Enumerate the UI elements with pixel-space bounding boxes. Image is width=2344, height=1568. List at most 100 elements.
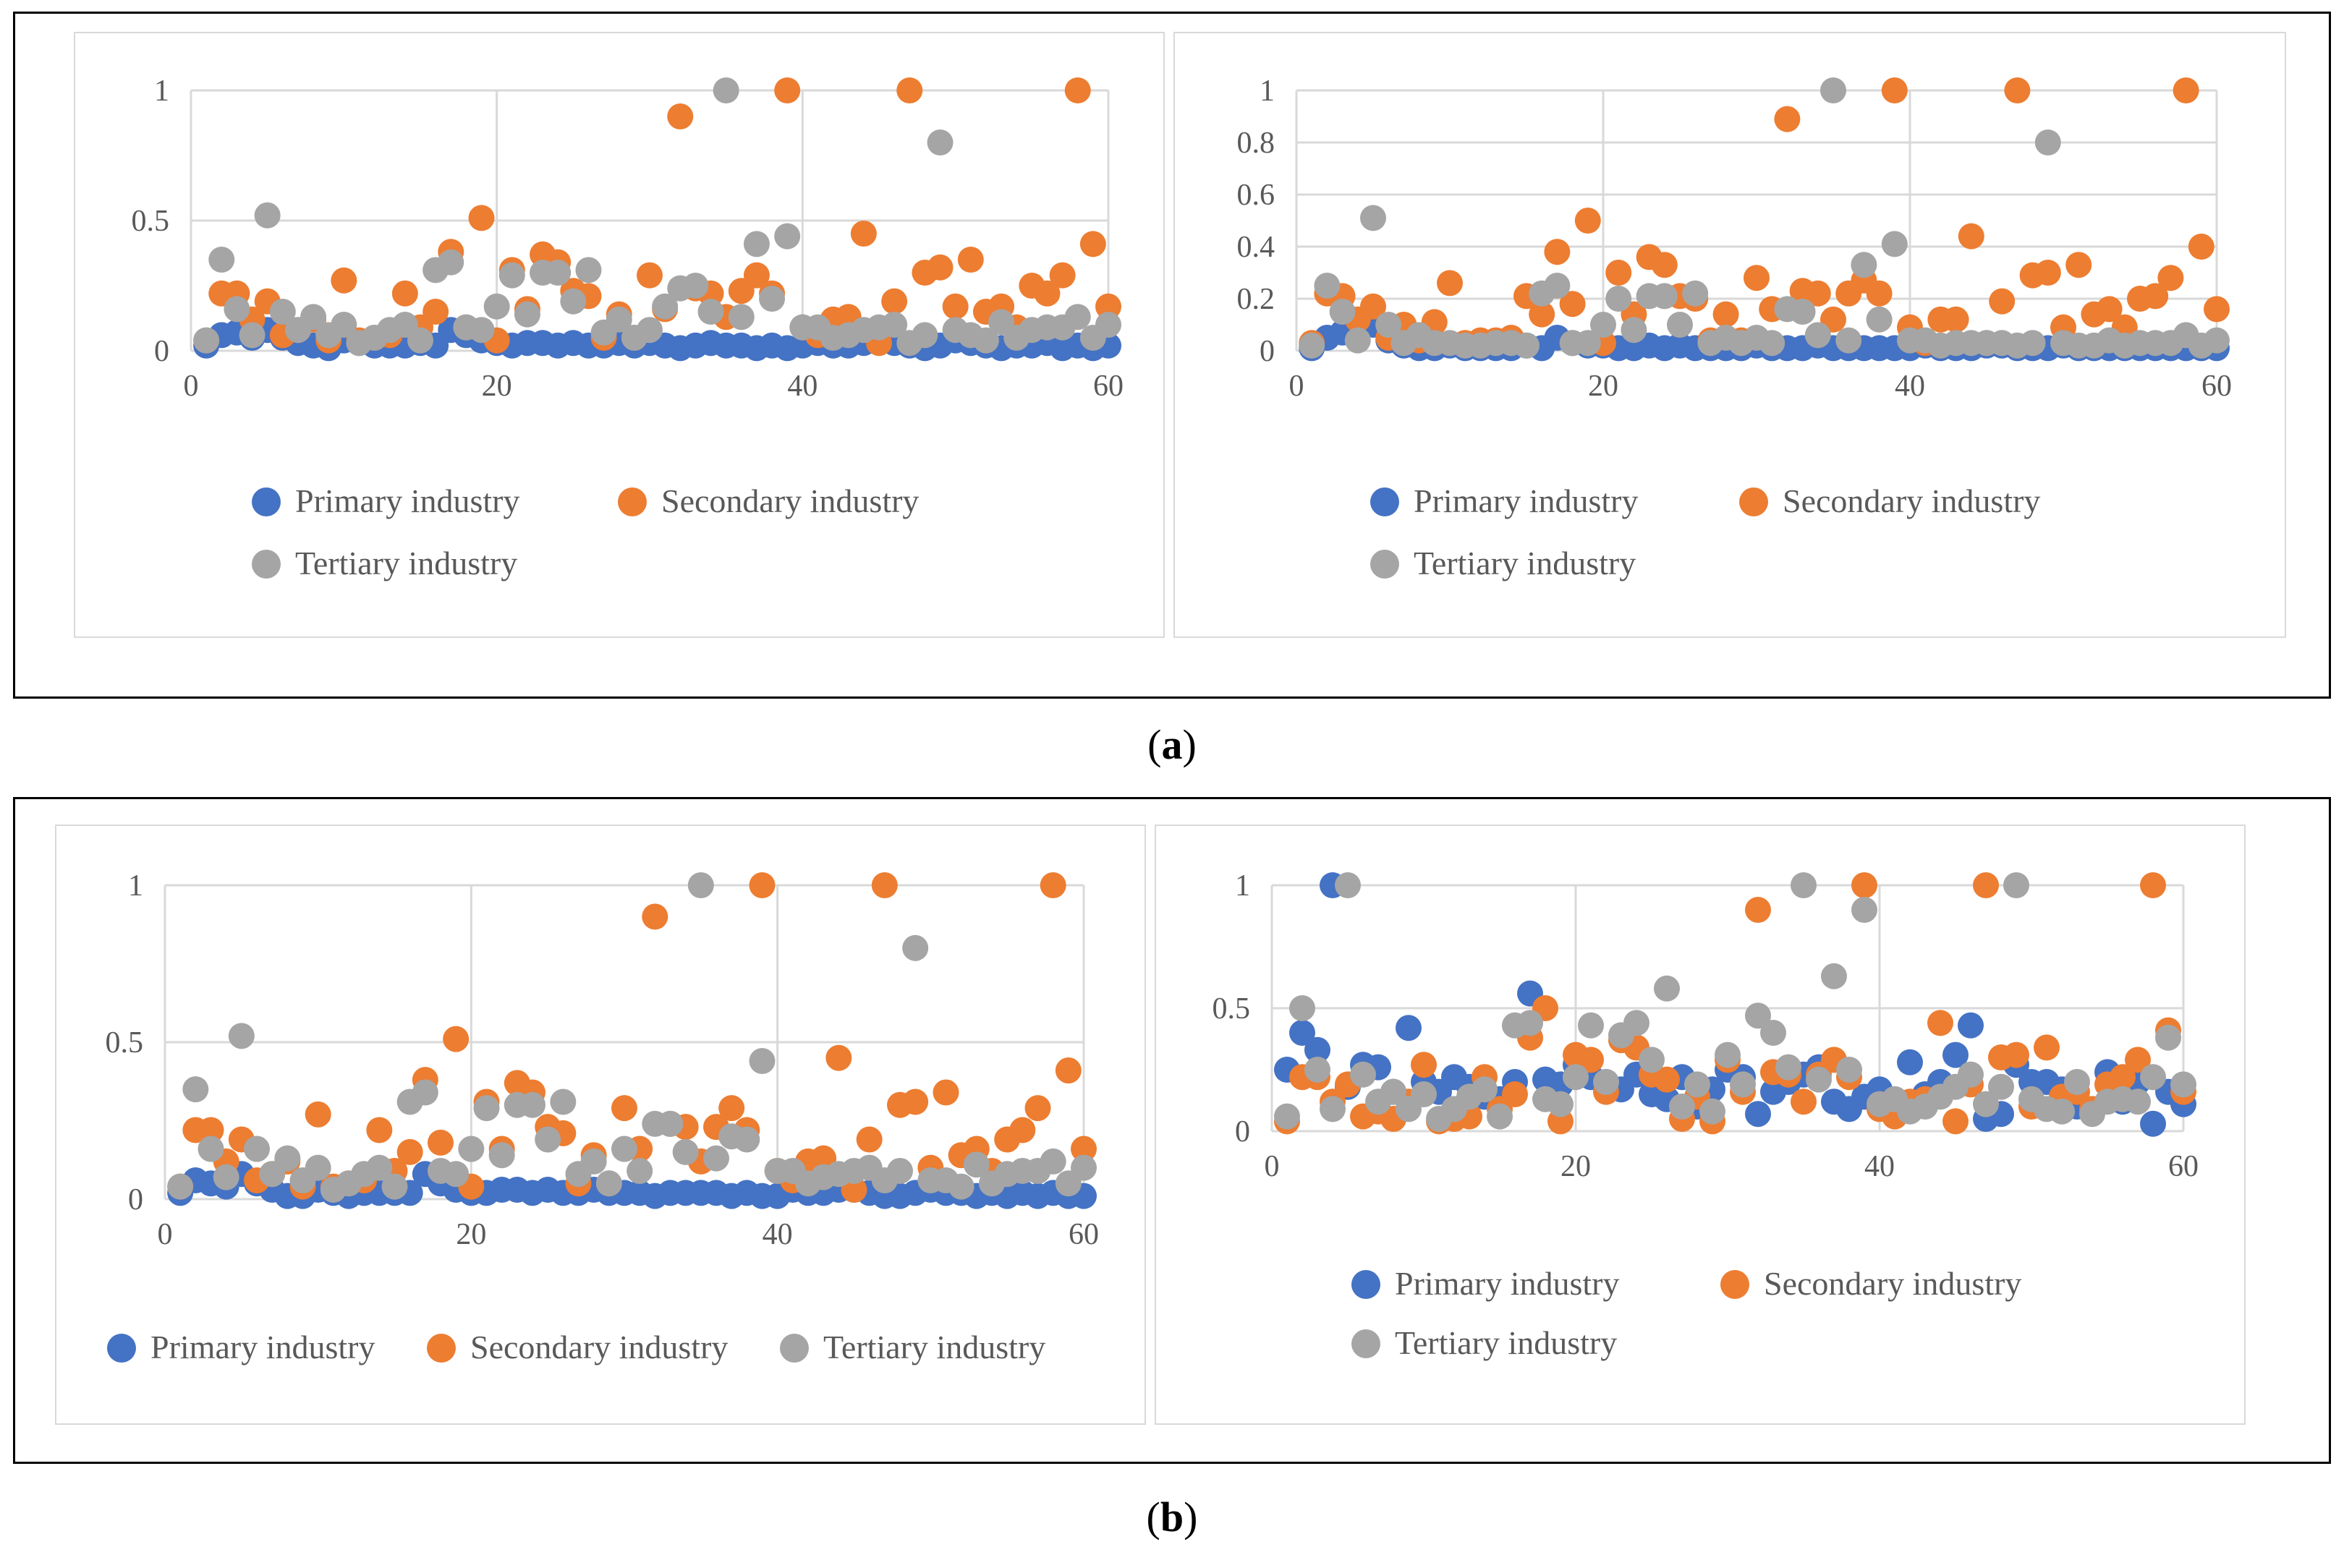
x-tick-label: 0: [184, 370, 199, 403]
scatter-point: [1071, 1154, 1097, 1181]
scatter-point: [550, 1088, 577, 1115]
scatter-point: [254, 202, 281, 229]
scatter-point: [1820, 77, 1846, 103]
scatter-point: [652, 293, 679, 320]
scatter-point: [1314, 273, 1341, 299]
scatter-point: [749, 1048, 776, 1075]
scatter-point: [1789, 299, 1816, 325]
scatter-point: [887, 1157, 913, 1184]
legend-marker: [780, 1334, 809, 1363]
scatter-point: [193, 327, 220, 354]
scatter-point: [580, 1148, 607, 1175]
scatter-point: [1563, 1064, 1589, 1091]
x-tick-label: 60: [2168, 1150, 2199, 1183]
scatter-point: [2140, 1064, 2166, 1091]
scatter-point: [1472, 1076, 1498, 1103]
legend-label: Secondary industry: [470, 1329, 728, 1365]
scatter-point: [1544, 273, 1571, 299]
scatter-point: [902, 934, 929, 961]
scatter-point: [2019, 330, 2046, 357]
scatter-point: [627, 1157, 653, 1184]
scatter-point: [1502, 1081, 1528, 1107]
y-tick-label: 1: [154, 74, 169, 108]
legend-marker: [107, 1334, 136, 1363]
scatter-point: [1375, 312, 1402, 338]
scatter-point: [1590, 312, 1616, 338]
scatter-point: [1745, 897, 1771, 923]
scatter-point: [927, 129, 954, 155]
scatter-point: [881, 288, 908, 315]
scatter-point: [2003, 872, 2029, 898]
caption-a: (a): [1147, 721, 1197, 768]
scatter-point: [1559, 291, 1586, 318]
scatter-point: [1791, 1088, 1817, 1115]
legend-marker: [1351, 1329, 1380, 1358]
scatter-point: [1335, 872, 1361, 898]
scatter-point: [1881, 231, 1908, 257]
scatter-point: [1654, 1066, 1680, 1093]
scatter-point: [488, 1142, 515, 1169]
scatter-point: [483, 293, 510, 320]
scatter-point: [1299, 332, 1325, 359]
scatter-point: [438, 249, 464, 276]
scatter-point: [167, 1173, 194, 1200]
scatter-point: [1040, 872, 1066, 898]
scatter-point: [1973, 872, 1999, 898]
scatter-point: [1669, 1094, 1695, 1120]
scatter-point: [1806, 1066, 1832, 1093]
scatter-point: [749, 872, 776, 898]
legend-label: Secondary industry: [1783, 482, 2040, 519]
x-tick-label: 0: [158, 1218, 173, 1251]
scatter-point: [734, 1126, 760, 1153]
scatter-point: [443, 1161, 470, 1188]
x-tick-label: 20: [482, 370, 512, 403]
scatter-point: [2142, 283, 2169, 310]
scatter-point: [396, 1138, 423, 1165]
legend-marker: [1351, 1270, 1380, 1299]
scatter-point: [1684, 1071, 1710, 1098]
scatter-point: [473, 1095, 500, 1122]
scatter-point: [972, 327, 999, 354]
y-tick-label: 1: [1260, 74, 1275, 108]
scatter-point: [1682, 280, 1709, 307]
legend-marker: [252, 487, 281, 516]
scatter-point: [825, 1044, 852, 1071]
scatter-point: [1942, 306, 1969, 333]
scatter-point: [1350, 1061, 1376, 1088]
y-tick-label: 0.5: [132, 205, 170, 238]
scatter-point: [208, 247, 235, 273]
y-tick-label: 0: [128, 1183, 143, 1217]
scatter-point: [2003, 1041, 2029, 1068]
scatter-point: [1574, 208, 1601, 234]
x-tick-label: 20: [456, 1218, 486, 1251]
scatter-point: [1897, 1049, 1923, 1075]
scatter-point: [881, 312, 908, 338]
scatter-point: [514, 301, 540, 328]
scatter-point: [948, 1173, 974, 1200]
scatter-point: [575, 257, 602, 284]
scatter-point: [198, 1117, 224, 1143]
series-3: [167, 872, 1097, 1203]
scatter-point: [1715, 1041, 1741, 1068]
scatter-point: [1009, 1117, 1036, 1143]
scatter-point: [224, 296, 250, 323]
y-tick-label: 0: [154, 335, 169, 368]
scatter-point: [1605, 286, 1632, 312]
x-tick-label: 0: [1265, 1150, 1280, 1183]
series-3: [1299, 77, 2230, 359]
y-tick-label: 1: [1235, 869, 1250, 903]
scatter-point: [642, 903, 668, 930]
y-tick-label: 0: [1260, 335, 1275, 368]
scatter-point: [728, 304, 755, 331]
y-tick-label: 1: [128, 869, 143, 903]
scatter-point: [637, 317, 663, 344]
scatter-point: [2170, 1071, 2196, 1098]
scatter-point: [713, 77, 739, 103]
series-3: [193, 77, 1121, 357]
scatter-point: [428, 1129, 454, 1156]
scatter-point: [912, 322, 938, 349]
series-2: [1299, 77, 2230, 357]
legend-marker: [1739, 487, 1768, 516]
chart-panel-b-left: 0 0.5 1 0 20 40 60 Primary industry Secondary in…: [55, 825, 1146, 1425]
scatter-point: [1304, 1057, 1330, 1083]
